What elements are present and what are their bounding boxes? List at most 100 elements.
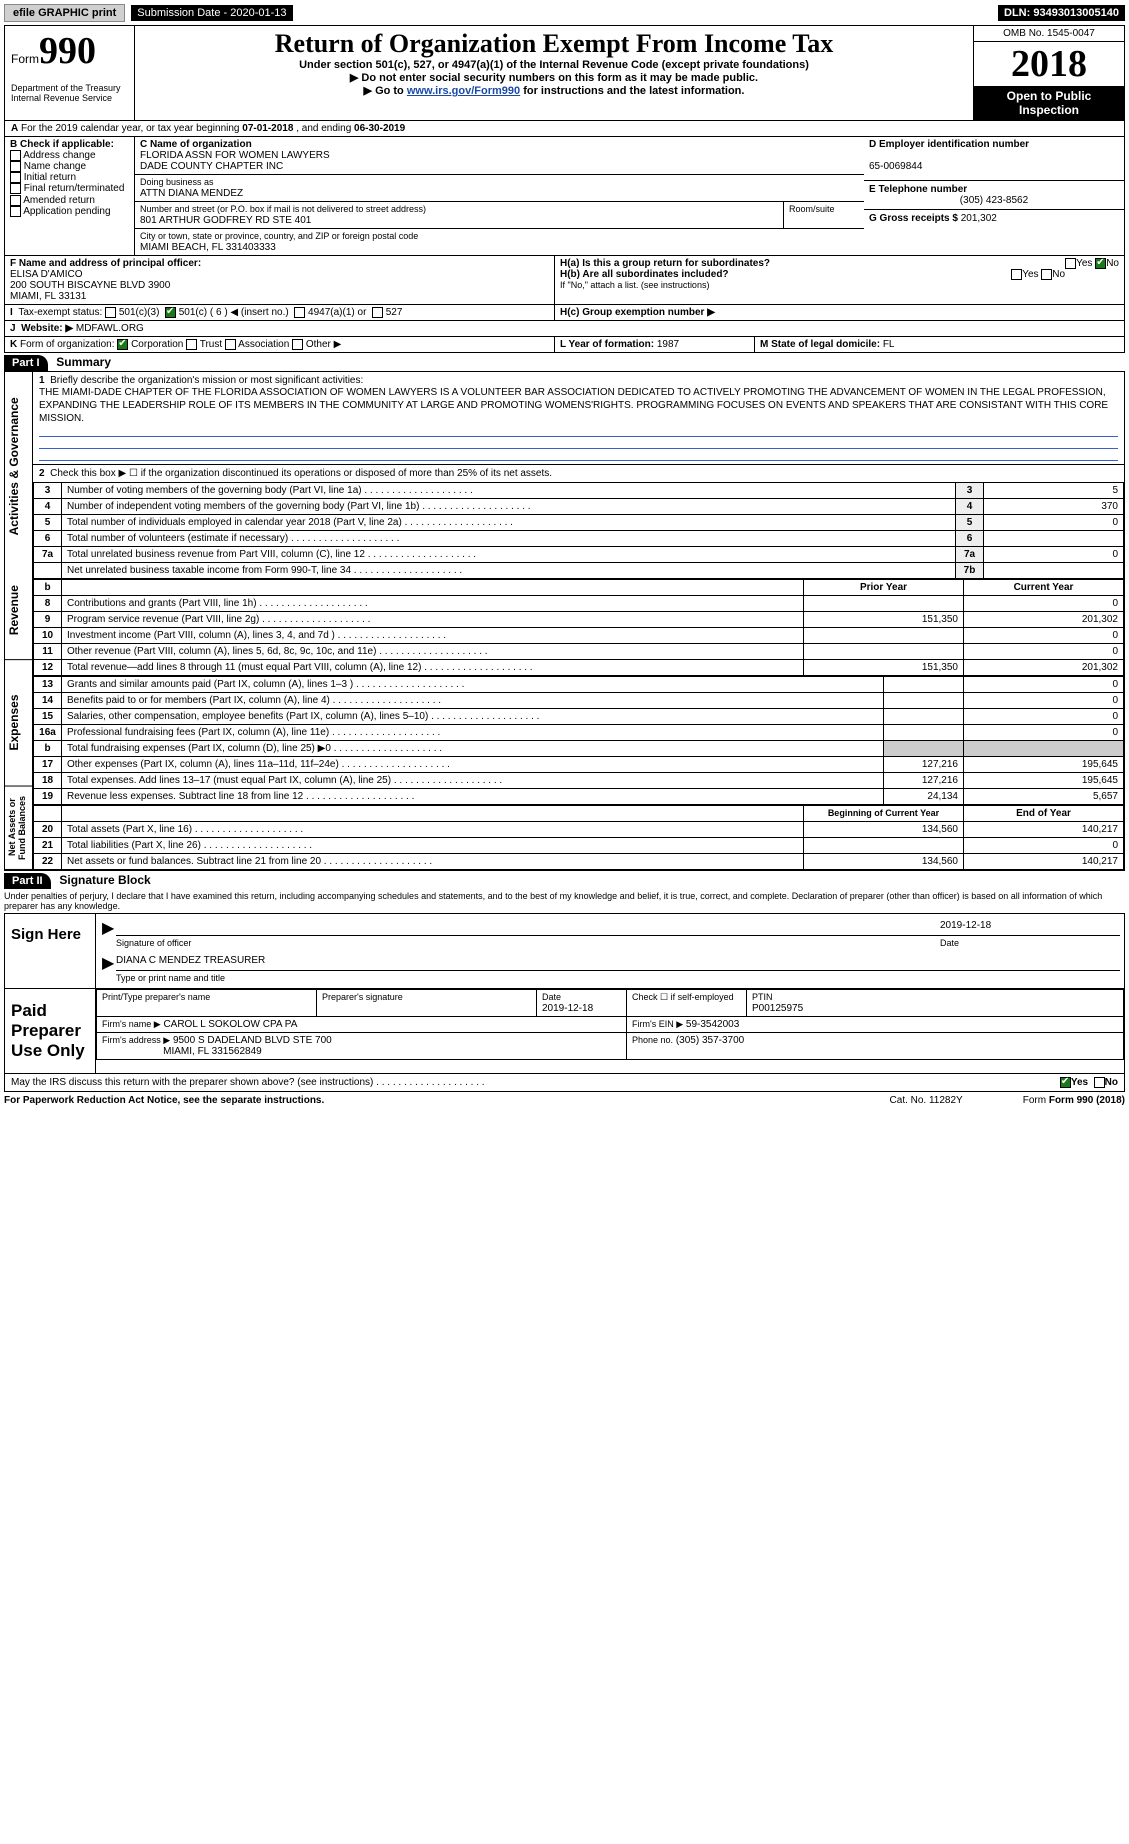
part2-tag: Part II xyxy=(4,873,51,889)
corp-label: Corporation xyxy=(131,339,183,350)
dept-treasury: Department of the Treasury Internal Reve… xyxy=(11,83,128,103)
box-b-title: B Check if applicable: xyxy=(10,139,114,150)
box-k-label: Form of organization: xyxy=(20,339,115,350)
hc-label: H(c) Group exemption number ▶ xyxy=(560,307,715,318)
assoc-checkbox[interactable] xyxy=(225,339,236,350)
submission-date: Submission Date - 2020-01-13 xyxy=(131,5,292,21)
period-pre: For the 2019 calendar year, or tax year … xyxy=(21,123,242,134)
discuss-label: May the IRS discuss this return with the… xyxy=(11,1077,485,1088)
dba-label: Doing business as xyxy=(140,177,214,187)
org-name-1: FLORIDA ASSN FOR WOMEN LAWYERS xyxy=(140,150,330,161)
501c3-checkbox[interactable] xyxy=(105,307,116,318)
city-label: City or town, state or province, country… xyxy=(140,231,418,241)
expenses-table: 13Grants and similar amounts paid (Part … xyxy=(33,676,1124,805)
perjury-declaration: Under penalties of perjury, I declare th… xyxy=(4,889,1125,913)
hb-note: If "No," attach a list. (see instruction… xyxy=(560,280,1119,290)
ha-yes: Yes xyxy=(1076,258,1092,269)
paid-preparer-label: Paid Preparer Use Only xyxy=(5,989,95,1073)
corp-checkbox[interactable] xyxy=(117,339,128,350)
period-begin: 07-01-2018 xyxy=(242,123,293,134)
discuss-no: No xyxy=(1105,1077,1118,1088)
addr-change-checkbox[interactable] xyxy=(10,150,21,161)
ha-no-checkbox[interactable] xyxy=(1095,258,1106,269)
part1-title: Summary xyxy=(50,353,117,371)
firm-ein: 59-3542003 xyxy=(686,1019,739,1030)
governance-table: 3Number of voting members of the governi… xyxy=(33,482,1124,579)
omb-number: OMB No. 1545-0047 xyxy=(974,26,1124,42)
discuss-yes-checkbox[interactable] xyxy=(1060,1077,1071,1088)
mission-text: THE MIAMI-DADE CHAPTER OF THE FLORIDA AS… xyxy=(39,386,1118,425)
gross-receipts: 201,302 xyxy=(961,213,997,224)
period-end: 06-30-2019 xyxy=(354,123,405,134)
final-return-label: Final return/terminated xyxy=(24,184,125,195)
527-checkbox[interactable] xyxy=(372,307,383,318)
pra-notice: For Paperwork Reduction Act Notice, see … xyxy=(4,1095,324,1106)
goto-pre: Go to xyxy=(375,85,407,97)
website-value: MDFAWL.ORG xyxy=(76,323,144,334)
side-governance: Activities & Governance xyxy=(5,372,32,561)
ha-label: H(a) Is this a group return for subordin… xyxy=(560,258,770,269)
firm-name-label: Firm's name ▶ xyxy=(102,1019,161,1029)
hb-no-checkbox[interactable] xyxy=(1041,269,1052,280)
room-label: Room/suite xyxy=(789,204,835,214)
box-l-label: L Year of formation: xyxy=(560,339,654,350)
app-pending-checkbox[interactable] xyxy=(10,206,21,217)
revenue-table: bPrior YearCurrent Year8Contributions an… xyxy=(33,579,1124,676)
self-emp-label: Check ☐ if self-employed xyxy=(632,992,734,1002)
amended-label: Amended return xyxy=(23,195,95,206)
form-footer: Form Form 990 (2018) xyxy=(1023,1095,1125,1106)
ha-yes-checkbox[interactable] xyxy=(1065,258,1076,269)
amended-checkbox[interactable] xyxy=(10,195,21,206)
form-subtitle-1: Under section 501(c), 527, or 4947(a)(1)… xyxy=(141,59,967,71)
officer-addr1: 200 SOUTH BISCAYNE BLVD 3900 xyxy=(10,280,170,291)
irs-link[interactable]: www.irs.gov/Form990 xyxy=(407,85,520,97)
app-pending-label: Application pending xyxy=(23,206,110,217)
hb-yes-checkbox[interactable] xyxy=(1011,269,1022,280)
501c-checkbox[interactable] xyxy=(165,307,176,318)
dln-value: DLN: 93493013005140 xyxy=(998,5,1125,21)
501c3-label: 501(c)(3) xyxy=(119,307,160,318)
officer-addr2: MIAMI, FL 33131 xyxy=(10,291,86,302)
prep-date-label: Date xyxy=(542,992,561,1002)
top-toolbar: efile GRAPHIC print Submission Date - 20… xyxy=(4,4,1125,22)
other-checkbox[interactable] xyxy=(292,339,303,350)
typed-name: DIANA C MENDEZ TREASURER xyxy=(116,955,265,966)
sig-officer-label: Signature of officer xyxy=(116,938,191,948)
firm-addr2: MIAMI, FL 331562849 xyxy=(163,1046,262,1057)
cat-no: Cat. No. 11282Y xyxy=(890,1095,963,1106)
firm-phone-label: Phone no. xyxy=(632,1035,673,1045)
period-mid: , and ending xyxy=(293,123,354,134)
box-c-label: C Name of organization xyxy=(140,139,252,150)
initial-return-checkbox[interactable] xyxy=(10,172,21,183)
hb-yes: Yes xyxy=(1022,269,1038,280)
goto-post: for instructions and the latest informat… xyxy=(520,85,744,97)
year-formation: 1987 xyxy=(657,339,679,350)
open-to-public: Open to Public Inspection xyxy=(974,86,1124,120)
trust-checkbox[interactable] xyxy=(186,339,197,350)
final-return-checkbox[interactable] xyxy=(10,183,21,194)
4947-label: 4947(a)(1) or xyxy=(308,307,366,318)
4947-checkbox[interactable] xyxy=(294,307,305,318)
trust-label: Trust xyxy=(200,339,222,350)
typed-label: Type or print name and title xyxy=(116,973,225,983)
tax-year: 2018 xyxy=(974,42,1124,86)
prep-name-label: Print/Type preparer's name xyxy=(102,992,210,1002)
box-m-label: M State of legal domicile: xyxy=(760,339,880,350)
box-d-label: D Employer identification number xyxy=(869,139,1029,150)
assoc-label: Association xyxy=(238,339,289,350)
ptin-value: P00125975 xyxy=(752,1003,803,1014)
other-label: Other ▶ xyxy=(306,339,341,350)
527-label: 527 xyxy=(386,307,403,318)
addr-change-label: Address change xyxy=(23,150,95,161)
initial-return-label: Initial return xyxy=(24,172,76,183)
side-expenses: Expenses xyxy=(5,660,32,787)
discuss-no-checkbox[interactable] xyxy=(1094,1077,1105,1088)
box-j-label: Website: ▶ xyxy=(21,323,73,334)
net-assets-table: Beginning of Current YearEnd of Year20To… xyxy=(33,805,1124,870)
box-g-label: G Gross receipts $ xyxy=(869,213,958,224)
form-subtitle-2: Do not enter social security numbers on … xyxy=(141,71,967,84)
ptin-label: PTIN xyxy=(752,992,773,1002)
501c-label: 501(c) ( 6 ) ◀ (insert no.) xyxy=(179,307,289,318)
name-change-checkbox[interactable] xyxy=(10,161,21,172)
efile-print-button[interactable]: efile GRAPHIC print xyxy=(4,4,125,22)
